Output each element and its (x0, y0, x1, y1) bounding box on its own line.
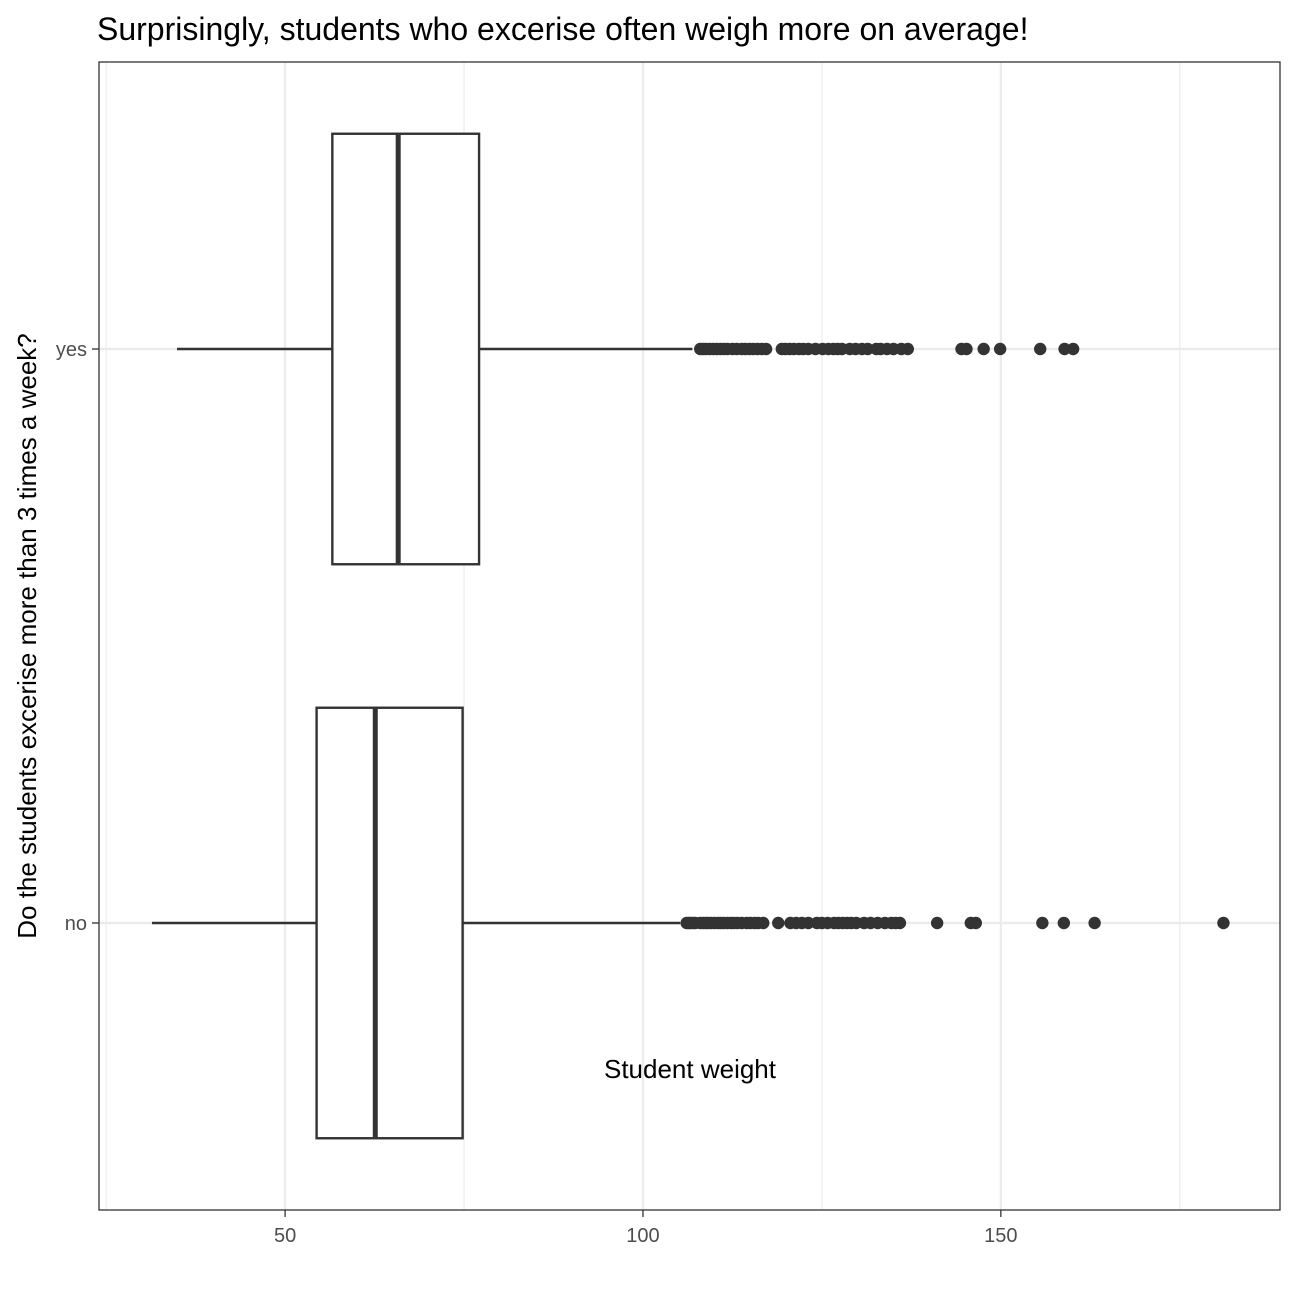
interquartile-box (315, 706, 464, 1140)
outlier-point (1058, 342, 1071, 356)
outlier-point (802, 916, 815, 930)
x-tick-label: 50 (274, 1225, 296, 1247)
plot-panel-border (98, 61, 1281, 1211)
outlier-point (757, 916, 770, 930)
outlier-point (1036, 916, 1049, 930)
x-axis-title: Student weight (604, 1054, 777, 1084)
grid-lines (99, 62, 1280, 1210)
outlier-point (1217, 916, 1230, 930)
y-tick-label: yes (56, 339, 87, 361)
outlier-point (1088, 916, 1101, 930)
y-tick-label: no (65, 913, 87, 935)
outlier-point (861, 342, 874, 356)
y-axis-title: Do the students excerise more than 3 tim… (12, 333, 42, 939)
outlier-point (930, 916, 944, 930)
axis-ticks: 50 100 150 no yes (56, 339, 1018, 1247)
box-yes (177, 132, 1080, 566)
outlier-point (960, 342, 973, 356)
interquartile-box (331, 132, 481, 566)
box-no (151, 706, 1230, 1140)
outlier-point (759, 342, 773, 356)
outlier-point (993, 342, 1007, 356)
outlier-point (1034, 342, 1047, 356)
outlier-point (901, 342, 915, 356)
outlier-point (772, 916, 785, 930)
outlier-point (893, 916, 907, 930)
x-tick-label: 150 (984, 1225, 1017, 1247)
box-plots (151, 132, 1230, 1140)
outlier-point (1057, 916, 1071, 930)
outlier-point (1066, 342, 1080, 356)
x-tick-label: 100 (626, 1225, 659, 1247)
chart-title: Surprisingly, students who excerise ofte… (97, 11, 1028, 47)
outlier-point (969, 916, 983, 930)
outlier-point (977, 342, 990, 356)
